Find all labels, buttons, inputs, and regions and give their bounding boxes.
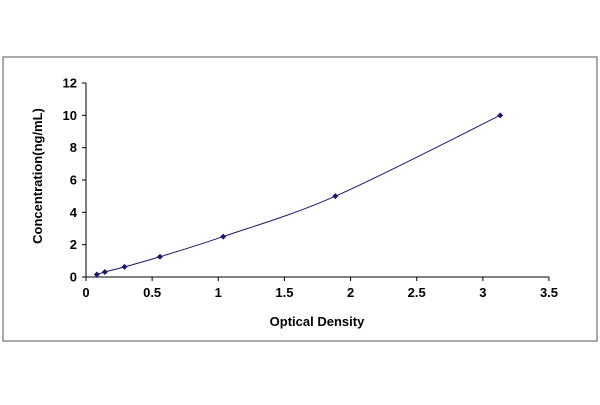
data-point — [332, 193, 339, 200]
data-point — [156, 253, 163, 260]
x-tick-label: 0 — [82, 285, 89, 300]
data-point — [121, 263, 128, 270]
y-axis-title: Concentration(ng/mL) — [30, 108, 45, 244]
y-tick-label: 12 — [63, 76, 77, 91]
x-axis-title: Optical Density — [270, 314, 365, 329]
y-tick-label: 2 — [70, 237, 77, 252]
plot-layer: 0 2 4 6 8 10 12 0 0.5 1 1.5 2 2.5 3 3.5 — [63, 76, 559, 301]
data-point — [101, 268, 108, 275]
y-tick-label: 4 — [70, 205, 78, 220]
x-tick-label: 0.5 — [143, 285, 161, 300]
y-tick-label: 8 — [70, 140, 77, 155]
x-tick-label: 3 — [479, 285, 486, 300]
x-tick-label: 2 — [347, 285, 354, 300]
data-point — [93, 271, 100, 278]
x-tick-label: 1 — [215, 285, 222, 300]
x-tick-label: 3.5 — [540, 285, 558, 300]
data-point — [220, 233, 227, 240]
y-tick-label: 6 — [70, 173, 77, 188]
x-tick-label: 2.5 — [408, 285, 426, 300]
outer-frame — [2, 56, 598, 342]
data-point — [497, 112, 504, 119]
y-tick-label: 0 — [70, 270, 77, 285]
y-tick-label: 10 — [63, 108, 77, 123]
x-tick-label: 1.5 — [275, 285, 293, 300]
